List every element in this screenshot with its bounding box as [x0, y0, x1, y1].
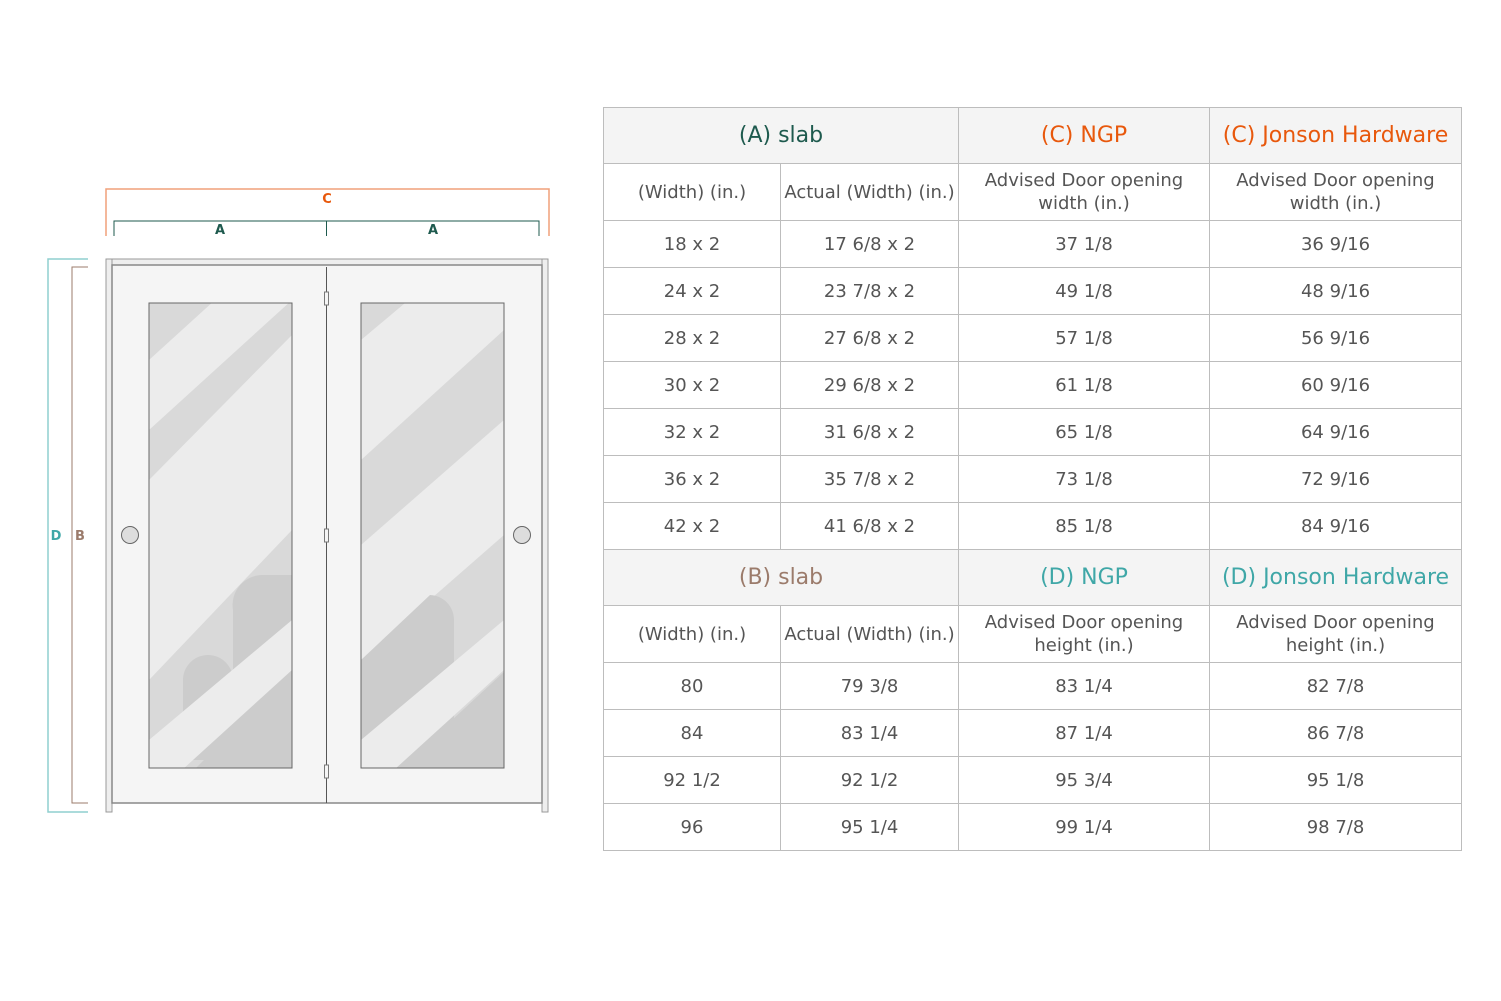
table-cell: 84	[603, 709, 781, 757]
group-header: (A) slab	[602, 107, 960, 164]
left-door-handle	[121, 526, 139, 544]
table-row: 96 95 1/4 99 1/4 98 7/8	[603, 803, 1463, 851]
column-header: Actual (Width) (in.)	[779, 163, 960, 221]
table-cell: 61 1/8	[958, 361, 1211, 409]
table-cell: 65 1/8	[958, 408, 1211, 456]
table-cell: 80	[603, 662, 781, 710]
width_table-group-header-row: (A) slab (C) NGP (C) Jonson Hardware	[602, 107, 1463, 164]
table-row: 36 x 2 35 7/8 x 2 73 1/8 72 9/16	[603, 455, 1463, 503]
table-cell: 41 6/8 x 2	[779, 502, 960, 550]
table-cell: 17 6/8 x 2	[779, 220, 960, 268]
height_table-column-header-row: (Width) (in.) Actual (Width) (in.) Advised…	[603, 605, 1463, 663]
table-row: 42 x 2 41 6/8 x 2 85 1/8 84 9/16	[603, 502, 1463, 550]
table-cell: 27 6/8 x 2	[779, 314, 960, 362]
group-header: (C) NGP	[958, 107, 1211, 164]
table-cell: 92 1/2	[779, 756, 960, 804]
group-header: (C) Jonson Hardware	[1209, 107, 1463, 164]
table-cell: 32 x 2	[603, 408, 781, 456]
table-cell: 48 9/16	[1209, 267, 1463, 315]
table-cell: 28 x 2	[603, 314, 781, 362]
table-row: 80 79 3/8 83 1/4 82 7/8	[603, 662, 1463, 710]
table-cell: 98 7/8	[1209, 803, 1463, 851]
table-row: 30 x 2 29 6/8 x 2 61 1/8 60 9/16	[603, 361, 1463, 409]
group-header: (D) Jonson Hardware	[1209, 549, 1463, 606]
table-cell: 83 1/4	[958, 662, 1211, 710]
table-cell: 79 3/8	[779, 662, 960, 710]
table-row: 84 83 1/4 87 1/4 86 7/8	[603, 709, 1463, 757]
width_table-column-header-row: (Width) (in.) Actual (Width) (in.) Advised…	[603, 163, 1463, 221]
table-cell: 95 3/4	[958, 756, 1211, 804]
column-header: Actual (Width) (in.)	[779, 605, 960, 663]
table-cell: 60 9/16	[1209, 361, 1463, 409]
table-row: 28 x 2 27 6/8 x 2 57 1/8 56 9/16	[603, 314, 1463, 362]
table-cell: 83 1/4	[779, 709, 960, 757]
table-cell: 87 1/4	[958, 709, 1211, 757]
table-cell: 73 1/8	[958, 455, 1211, 503]
height_table-group-header-row: (B) slab (D) NGP (D) Jonson Hardware	[602, 549, 1463, 606]
table-cell: 92 1/2	[603, 756, 781, 804]
table-cell: 36 x 2	[603, 455, 781, 503]
right-glass-panel	[361, 303, 504, 768]
table-cell: 23 7/8 x 2	[779, 267, 960, 315]
label-b: B	[75, 529, 85, 544]
table-cell: 99 1/4	[958, 803, 1211, 851]
table-cell: 86 7/8	[1209, 709, 1463, 757]
table-cell: 36 9/16	[1209, 220, 1463, 268]
table-cell: 96	[603, 803, 781, 851]
table-cell: 95 1/4	[779, 803, 960, 851]
table-cell: 57 1/8	[958, 314, 1211, 362]
column-header: (Width) (in.)	[603, 163, 781, 221]
column-header: Advised Door opening width (in.)	[1209, 163, 1463, 221]
double-door-diagram: C A A D B	[47, 188, 550, 813]
table-cell: 64 9/16	[1209, 408, 1463, 456]
column-header: Advised Door opening height (in.)	[958, 605, 1211, 663]
dimension-d	[47, 258, 88, 813]
table-row: 18 x 2 17 6/8 x 2 37 1/8 36 9/16	[603, 220, 1463, 268]
label-d: D	[51, 529, 62, 544]
column-header: Advised Door opening width (in.)	[958, 163, 1211, 221]
table-cell: 24 x 2	[603, 267, 781, 315]
table-cell: 31 6/8 x 2	[779, 408, 960, 456]
right-door-handle	[513, 526, 531, 544]
group-header: (D) NGP	[958, 549, 1211, 606]
dimension-a	[113, 220, 540, 236]
table-row: 92 1/2 92 1/2 95 3/4 95 1/8	[603, 756, 1463, 804]
table-cell: 85 1/8	[958, 502, 1211, 550]
table-cell: 56 9/16	[1209, 314, 1463, 362]
table-cell: 37 1/8	[958, 220, 1211, 268]
table-cell: 18 x 2	[603, 220, 781, 268]
label-a-left: A	[215, 223, 225, 238]
table-cell: 29 6/8 x 2	[779, 361, 960, 409]
label-c: C	[322, 192, 332, 207]
table-row: 24 x 2 23 7/8 x 2 49 1/8 48 9/16	[603, 267, 1463, 315]
column-header: Advised Door opening height (in.)	[1209, 605, 1463, 663]
hinges	[324, 291, 329, 779]
table-row: 32 x 2 31 6/8 x 2 65 1/8 64 9/16	[603, 408, 1463, 456]
table-cell: 30 x 2	[603, 361, 781, 409]
dimension-b	[71, 266, 88, 804]
label-a-right: A	[428, 223, 438, 238]
door-size-table: (A) slab (C) NGP (C) Jonson Hardware (Width…	[602, 107, 1463, 851]
table-cell: 95 1/8	[1209, 756, 1463, 804]
left-glass-panel	[149, 303, 292, 768]
table-cell: 72 9/16	[1209, 455, 1463, 503]
table-cell: 42 x 2	[603, 502, 781, 550]
column-header: (Width) (in.)	[603, 605, 781, 663]
table-cell: 84 9/16	[1209, 502, 1463, 550]
group-header: (B) slab	[602, 549, 960, 606]
table-cell: 82 7/8	[1209, 662, 1463, 710]
table-cell: 35 7/8 x 2	[779, 455, 960, 503]
table-cell: 49 1/8	[958, 267, 1211, 315]
dimension-c	[105, 188, 550, 236]
